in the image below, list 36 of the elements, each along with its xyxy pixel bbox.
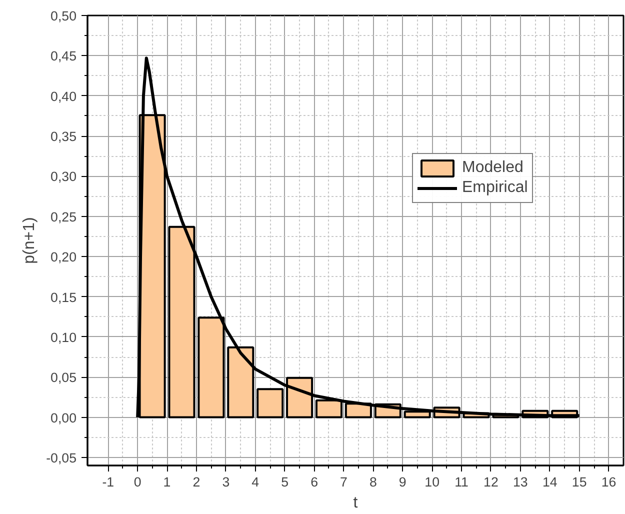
x-axis-title: t (353, 494, 358, 512)
legend-label: Empirical (462, 179, 528, 197)
x-tick-label: 1 (163, 474, 171, 490)
x-tick-label: 0 (134, 474, 142, 490)
y-tick-label: 0,30 (50, 169, 77, 184)
y-tick-label: 0,40 (50, 88, 77, 104)
y-tick-label: 0,05 (50, 370, 77, 386)
x-tick-label: 10 (424, 474, 440, 490)
y-tick-label: 0,35 (50, 129, 77, 144)
y-tick-label: 0,25 (50, 209, 77, 224)
y-axis-title: p(n+1) (21, 217, 38, 264)
x-tick-label: 4 (252, 474, 260, 490)
y-tick-label: 0,50 (50, 8, 77, 24)
y-tick-label: -0,05 (46, 450, 77, 466)
x-tick-label: 2 (192, 474, 200, 490)
x-tick-label: 12 (484, 474, 498, 490)
y-tick-label: 0,15 (50, 290, 77, 305)
y-tick-label: 0,20 (50, 250, 77, 265)
line-series (136, 56, 581, 419)
x-tick-label: 6 (310, 474, 318, 490)
x-tick-label: 16 (601, 474, 616, 490)
x-tick-label: 7 (340, 474, 348, 490)
y-tick-label: 0,00 (50, 410, 77, 426)
legend-label: Modeled (462, 159, 524, 177)
x-tick-label: 14 (542, 474, 558, 490)
y-tick-label: 0,45 (50, 48, 77, 64)
x-tick-label: 8 (369, 474, 377, 490)
x-tick-label: 5 (281, 474, 289, 490)
x-tick-label: 15 (572, 474, 587, 490)
x-tick-label: -1 (102, 474, 114, 490)
x-tick-label: 9 (398, 474, 406, 490)
x-tick-label: 13 (513, 474, 528, 490)
y-tick-label: 0,10 (50, 330, 77, 345)
x-tick-label: 11 (454, 474, 468, 490)
bar (256, 388, 284, 418)
x-tick-label: 3 (222, 474, 230, 490)
